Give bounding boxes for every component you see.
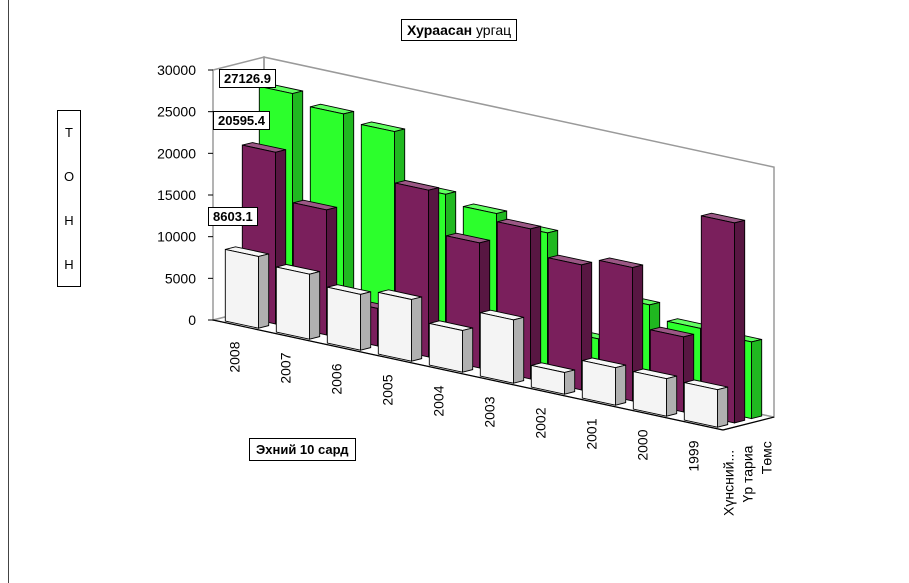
y-axis-label-letter: Н [64,212,74,228]
x-tick-label: 2002 [533,407,549,438]
bar [377,289,423,362]
bar [547,254,593,391]
bar-side [564,369,576,395]
x-axis-ticks: 2008 2007 2006 2005 2004 2003 2002 2001 2000 1999 [227,341,702,471]
y-tick-label: 0 [188,312,196,328]
bar [275,264,321,340]
y-axis-label-letter: Т [65,125,73,141]
bar-side [530,225,542,380]
x-tick-label: 2008 [227,341,243,372]
series-label: Төмс [759,441,775,474]
x-axis-label: Эхний 10 сард [249,438,356,461]
x-axis-line [212,319,724,431]
bar-front [326,286,361,351]
y-axis-label: Т О Н Н [57,110,81,287]
y-tick-label: 25000 [157,104,196,120]
bar [530,362,576,395]
bar-side [717,386,729,428]
x-tick-label: 2006 [329,363,345,394]
y-axis-ticks: 0 5000 10000 15000 20000 25000 30000 [157,62,213,328]
bar-side [751,338,763,420]
y-tick-label: 20000 [157,145,196,161]
bar-side [734,219,746,424]
y-tick-label: 30000 [157,62,196,78]
left-frame-line [8,0,9,583]
bar [479,309,525,384]
x-tick-label: 2004 [431,385,447,416]
bar-front [428,322,463,373]
bar [326,284,372,351]
bar-front [479,312,514,384]
bar-side [258,253,270,329]
y-axis-label-letter: О [63,169,75,185]
bar-side [615,364,627,406]
series-axis-line [722,416,775,431]
x-tick-label: 2005 [380,374,396,405]
bar-side [360,291,372,351]
chart-title-bold: Хураасан [407,22,473,38]
bar [428,320,474,373]
chart-title-rest: ургац [472,22,512,38]
y-tick-label: 15000 [157,187,196,203]
x-tick-label: 2007 [278,352,294,383]
x-tick-label: 2003 [482,396,498,427]
series-label: Үр тариа [740,445,756,502]
bar-front [632,371,667,417]
y-tick-label: 10000 [157,229,196,245]
bar-side [462,327,474,373]
series-label: Хүнсний... [721,450,737,516]
bar-front [377,291,412,362]
data-label-vegetables-2008: 8603.1 [208,207,258,226]
bar [700,212,746,424]
bar-front [275,266,310,340]
bar-side [666,375,678,417]
bar-front [683,382,718,428]
data-label-potato-2008: 27126.9 [219,69,276,88]
bar [683,379,729,428]
bar-front [530,364,565,395]
series-axis-labels: Хүнсний... Үр тариа Төмс [721,441,775,516]
bar [224,246,270,329]
bar [581,357,627,406]
bar [632,368,678,417]
chart-bars [224,83,763,428]
bar-side [513,316,525,384]
bar-side [309,271,321,340]
y-axis-label-letter: Н [64,256,74,272]
bar-side [411,296,423,362]
x-tick-label: 1999 [686,440,702,471]
data-label-grain-2008: 20595.4 [213,111,270,130]
bar-front [581,360,616,406]
chart-title: Хураасан ургац [401,19,518,41]
bar-front [224,248,259,329]
y-tick-label: 5000 [165,270,196,286]
x-tick-label: 2000 [635,429,651,460]
x-tick-label: 2001 [584,418,600,449]
